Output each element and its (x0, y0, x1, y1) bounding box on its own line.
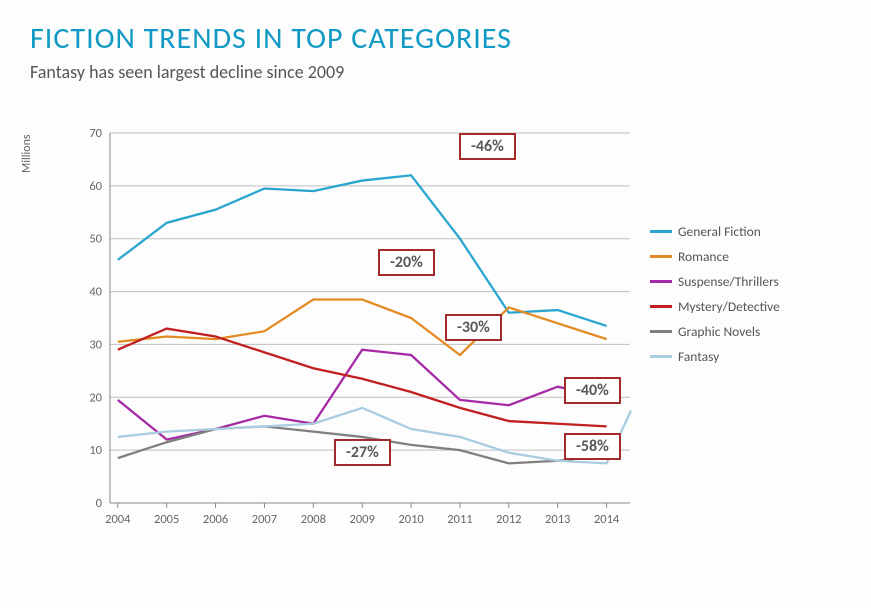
callout-box: -46% (459, 133, 516, 160)
x-tick-label: 2009 (350, 512, 375, 527)
x-tick-label: 2011 (447, 512, 472, 527)
y-tick-label: 50 (89, 232, 102, 247)
series-line (118, 300, 607, 356)
x-tick-label: 2010 (398, 512, 424, 527)
legend-item: Mystery/Detective (650, 298, 780, 315)
y-tick-label: 40 (89, 285, 102, 300)
y-tick-label: 20 (89, 390, 102, 405)
x-tick-label: 2005 (154, 512, 179, 527)
line-chart: 0 10 20 30 40 50 60 70 2004 2005 2006 2007 2008 2009 2… (70, 123, 640, 533)
legend-swatch (650, 330, 672, 333)
legend-label: Romance (678, 248, 729, 265)
legend-item: Graphic Novels (650, 323, 780, 340)
legend-item: Fantasy (650, 348, 780, 365)
series-line (118, 350, 607, 440)
x-tick-label: 2008 (301, 512, 326, 527)
legend-label: Graphic Novels (678, 323, 760, 340)
legend-label: Fantasy (678, 348, 719, 365)
callout-box: -30% (445, 314, 502, 341)
y-tick-label: 70 (89, 126, 102, 141)
legend-label: Suspense/Thrillers (678, 273, 779, 290)
y-tick-label: 10 (89, 443, 102, 458)
x-tick-label: 2004 (105, 512, 131, 527)
legend-swatch (650, 305, 672, 308)
x-tick-label: 2014 (594, 512, 620, 527)
callout-box: -27% (334, 439, 391, 466)
y-tick-label: 30 (89, 337, 102, 352)
y-tick-label: 60 (89, 179, 102, 194)
legend-swatch (650, 355, 672, 358)
legend-swatch (650, 230, 672, 233)
y-axis-label: Millions (20, 134, 34, 173)
legend-label: General Fiction (678, 223, 761, 240)
x-tick-label: 2013 (545, 512, 570, 527)
callout-box: -40% (564, 377, 621, 404)
y-tick-label: 0 (96, 496, 103, 511)
x-tick-label: 2006 (203, 512, 228, 527)
legend-item: General Fiction (650, 223, 780, 240)
legend-label: Mystery/Detective (678, 298, 780, 315)
page-subtitle: Fantasy has seen largest decline since 2… (30, 61, 841, 83)
legend-item: Romance (650, 248, 780, 265)
x-tick-label: 2012 (496, 512, 521, 527)
legend-item: Suspense/Thrillers (650, 273, 780, 290)
legend-swatch (650, 280, 672, 283)
series-line (118, 329, 607, 427)
legend-swatch (650, 255, 672, 258)
chart-container: Millions 0102030405060702004200520062007… (30, 123, 841, 538)
legend: General Fiction Romance Suspense/Thrillers… (650, 223, 780, 373)
plot-area: 0 10 20 30 40 50 60 70 2004 2005 2006 2007 2008 2009 2… (70, 123, 640, 538)
callout-box: -20% (378, 249, 435, 276)
series-line (118, 175, 607, 326)
callout-box: -58% (564, 433, 621, 460)
page-title: FICTION TRENDS IN TOP CATEGORIES (30, 20, 841, 57)
x-tick-label: 2007 (252, 512, 277, 527)
